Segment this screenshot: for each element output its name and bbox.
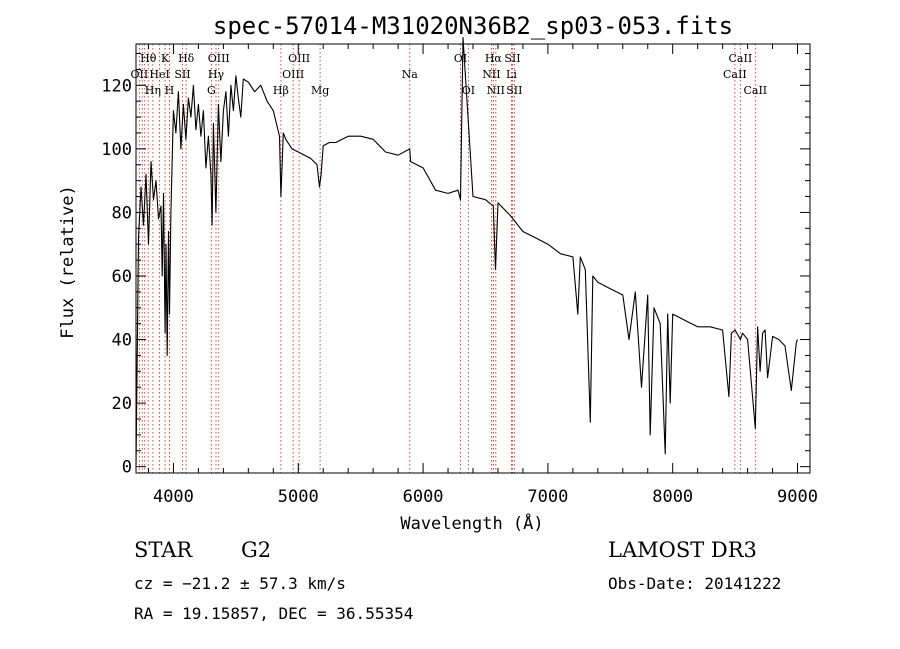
line-markers xyxy=(138,44,756,473)
line-label: CaII xyxy=(729,52,753,65)
line-label: Hη xyxy=(145,84,161,97)
ra-dec: RA = 19.15857, DEC = 36.55354 xyxy=(134,604,414,623)
y-tick-label: 0 xyxy=(122,458,132,478)
line-label: CaII xyxy=(723,68,747,81)
line-label: Na xyxy=(402,68,419,81)
y-tick-label: 100 xyxy=(101,140,132,160)
line-label: SII xyxy=(174,68,190,81)
chart-title: spec-57014-M31020N36B2_sp03-053.fits xyxy=(213,12,733,40)
line-label: OIII xyxy=(288,52,310,65)
x-tick-label: 5000 xyxy=(278,487,319,507)
object-class: STAR xyxy=(134,538,193,562)
line-label: Hδ xyxy=(178,52,195,65)
y-tick-label: 80 xyxy=(112,203,132,223)
line-label: HeI xyxy=(149,68,169,81)
x-tick-label: 7000 xyxy=(527,487,568,507)
y-axis-ticks: 0 20 40 60 80 100 120 xyxy=(101,53,810,478)
y-tick-label: 60 xyxy=(112,267,132,287)
x-axis-ticks: 4000 5000 6000 7000 8000 9000 xyxy=(147,44,818,507)
plot-frame xyxy=(135,43,811,474)
y-tick-label: 20 xyxy=(112,394,132,414)
line-label: Hβ xyxy=(273,84,289,97)
survey-name: LAMOST DR3 xyxy=(608,538,757,562)
line-label: OI xyxy=(462,84,475,97)
line-label: G xyxy=(207,84,216,97)
line-label: SII xyxy=(504,52,520,65)
line-label: Hθ xyxy=(140,52,157,65)
spectrum-line xyxy=(135,37,799,467)
y-tick-label: 40 xyxy=(112,331,132,351)
line-label: CaII xyxy=(743,84,767,97)
x-tick-label: 4000 xyxy=(153,487,194,507)
line-label: OIII xyxy=(282,68,304,81)
y-axis-label: Flux (relative) xyxy=(58,185,78,339)
line-label: NII xyxy=(487,84,505,97)
line-label: SII xyxy=(506,84,522,97)
observation-date: Obs-Date: 20141222 xyxy=(608,574,782,593)
x-tick-label: 8000 xyxy=(652,487,693,507)
line-label: Li xyxy=(506,68,517,81)
y-tick-label: 120 xyxy=(101,76,132,96)
x-tick-label: 9000 xyxy=(777,487,818,507)
line-label: OII xyxy=(131,68,149,81)
x-axis-label: Wavelength (Å) xyxy=(400,512,543,534)
line-label: OI xyxy=(454,52,467,65)
object-subclass: G2 xyxy=(241,538,272,562)
line-labels: OII Hθ Hη HeI K H SII Hδ G Hγ OIII Hβ OIII OIII Mg Na OI… xyxy=(131,52,768,97)
line-label: H xyxy=(165,84,175,97)
line-label: K xyxy=(161,52,170,65)
redshift-cz: cz = −21.2 ± 57.3 km/s xyxy=(134,574,346,593)
line-label: OIII xyxy=(208,52,230,65)
x-tick-label: 6000 xyxy=(403,487,444,507)
line-label: Hα xyxy=(485,52,503,65)
line-label: NII xyxy=(482,68,500,81)
line-label: Hγ xyxy=(208,68,225,81)
line-label: Mg xyxy=(311,84,329,97)
